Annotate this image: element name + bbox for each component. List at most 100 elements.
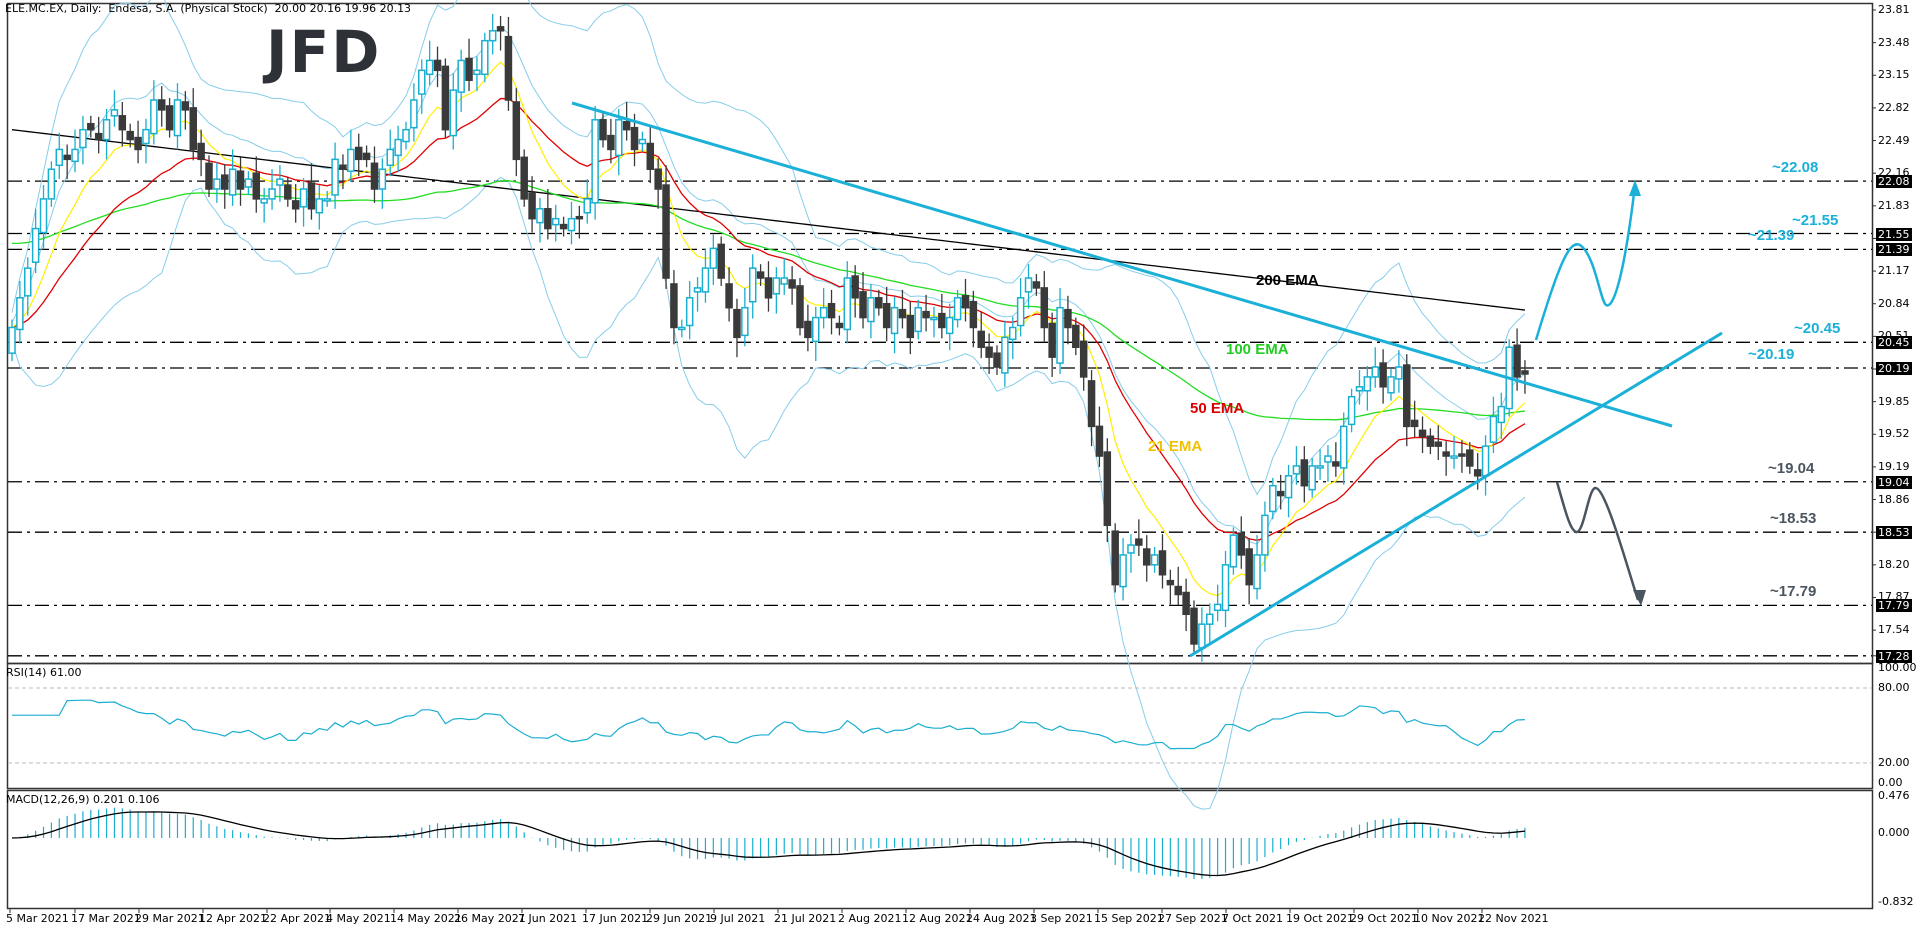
candle: [142, 128, 150, 145]
candle: [205, 162, 213, 190]
candle: [1221, 564, 1230, 612]
candle: [354, 146, 363, 161]
ema21-line: [11, 61, 1526, 597]
date-tick: 29 Jun 2021: [646, 912, 713, 925]
candle: [969, 301, 978, 329]
ema50-line: [11, 97, 1526, 541]
date-tick: 17 Jun 2021: [582, 912, 649, 925]
candle: [87, 122, 95, 131]
date-tick: 19 Oct 2021: [1286, 912, 1355, 925]
candle: [1056, 306, 1064, 364]
candle: [662, 184, 670, 279]
rsi-tick: 20.00: [1878, 756, 1910, 769]
price-tick: 18.20: [1878, 557, 1910, 571]
candle: [796, 285, 804, 329]
candle: [1466, 449, 1474, 467]
candle: [94, 132, 103, 141]
main-panel-frame: [6, 2, 1874, 665]
price-level-box: 17.79: [1876, 599, 1912, 613]
rsi-label: RSI(14) 61.00: [6, 666, 82, 679]
rsi-tick: 0.00: [1878, 776, 1903, 789]
date-tick: 27 Sep 2021: [1158, 912, 1228, 925]
candle: [567, 217, 576, 232]
candle: [1292, 465, 1301, 475]
bearish-scenario-arrow: [1555, 481, 1640, 601]
date-tick: 3 Sep 2021: [1030, 912, 1093, 925]
uptrend-line: [1189, 331, 1723, 658]
candle: [1001, 336, 1009, 374]
candle: [756, 271, 765, 279]
candle: [1142, 548, 1151, 566]
candle: [835, 322, 844, 329]
candle: [1324, 455, 1332, 463]
candle: [1150, 554, 1159, 566]
candle: [79, 128, 87, 149]
candle: [717, 243, 725, 279]
candle: [488, 30, 497, 42]
candle: [1174, 585, 1182, 596]
candle: [410, 99, 418, 129]
candle: [1269, 484, 1277, 513]
candle: [520, 156, 528, 200]
price-level-box: 20.45: [1876, 336, 1912, 350]
candle: [977, 330, 985, 348]
candle: [1308, 465, 1316, 491]
date-tick: 21 Jul 2021: [774, 912, 837, 925]
candle: [536, 208, 544, 224]
candle: [1111, 530, 1119, 586]
candle: [528, 192, 536, 220]
ema200-label: 200 EMA: [1256, 272, 1319, 289]
candle: [709, 247, 718, 269]
candle: [1395, 366, 1403, 380]
candle: [867, 297, 875, 323]
candle: [441, 65, 450, 131]
candle: [71, 148, 79, 163]
candle: [173, 99, 182, 137]
candle: [1442, 451, 1450, 457]
candle: [386, 148, 394, 167]
level-label: ~21.55: [1792, 211, 1839, 229]
candle: [331, 158, 339, 196]
candle: [646, 142, 655, 170]
macd-tick: 0.000: [1878, 826, 1910, 839]
macd-label: MACD(12,26,9) 0.201 0.106: [6, 793, 160, 806]
candle: [221, 174, 229, 190]
date-tick: 29 Mar 2021: [135, 912, 205, 925]
candle: [1458, 453, 1466, 457]
candle: [165, 105, 174, 131]
price-tick: 21.83: [1878, 198, 1910, 212]
candle: [882, 302, 891, 329]
candle: [1064, 308, 1072, 329]
candle: [252, 172, 261, 200]
candle: [370, 162, 379, 190]
candle: [1434, 441, 1443, 447]
ema100-label: 100 EMA: [1226, 341, 1289, 358]
candle: [1418, 429, 1427, 438]
price-level-box: 21.55: [1876, 227, 1912, 241]
date-tick: 12 Aug 2021: [902, 912, 973, 925]
macd-tick: -0.832: [1878, 895, 1914, 908]
candle: [1048, 322, 1056, 358]
candle: [134, 136, 142, 151]
date-tick: 15 Sep 2021: [1094, 912, 1164, 925]
price-tick: 22.49: [1878, 133, 1910, 147]
date-tick: 26 May 2021: [454, 912, 526, 925]
macd-panel: [11, 807, 1526, 880]
candle: [859, 291, 867, 319]
candle: [284, 184, 292, 200]
candle: [228, 168, 237, 196]
candle: [1450, 455, 1458, 459]
candle: [213, 178, 221, 190]
rsi-line: [12, 699, 1525, 750]
candle: [559, 223, 568, 230]
candle: [1371, 366, 1379, 378]
candle: [1332, 461, 1340, 467]
date-tick: 17 Mar 2021: [71, 912, 141, 925]
candle: [898, 308, 907, 319]
candle: [307, 182, 316, 210]
candle: [685, 297, 694, 327]
candle: [693, 287, 702, 293]
candle: [1284, 475, 1293, 499]
candle: [906, 314, 915, 339]
candle: [843, 277, 852, 331]
